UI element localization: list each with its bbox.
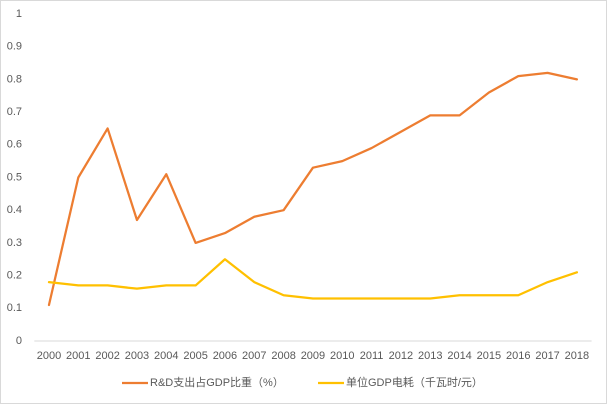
x-tick-label: 2015: [477, 350, 501, 362]
x-tick-label: 2009: [301, 350, 325, 362]
x-tick-label: 2011: [360, 350, 384, 362]
y-tick-label: 0: [16, 335, 22, 347]
y-tick-label: 0.7: [7, 106, 22, 118]
x-tick-label: 2008: [271, 350, 295, 362]
x-tick-label: 2001: [66, 350, 90, 362]
y-tick-label: 0.5: [7, 171, 22, 183]
x-tick-label: 2013: [418, 350, 442, 362]
x-tick-label: 2000: [37, 350, 61, 362]
y-tick-label: 0.3: [7, 237, 22, 249]
y-tick-label: 0.6: [7, 139, 22, 151]
x-tick-label: 2005: [183, 350, 207, 362]
y-tick-label: 0.1: [7, 302, 22, 314]
y-tick-label: 0.8: [7, 73, 22, 85]
legend-label: 单位GDP电耗（千瓦时/元）: [346, 375, 483, 389]
y-tick-label: 0.2: [7, 270, 22, 282]
y-tick-label: 0.9: [7, 41, 22, 53]
x-tick-label: 2003: [125, 350, 149, 362]
x-tick-label: 2014: [447, 350, 471, 362]
x-tick-label: 2012: [389, 350, 413, 362]
series-line: [47, 258, 579, 300]
x-tick-label: 2018: [565, 350, 589, 362]
x-tick-label: 2002: [95, 350, 119, 362]
legend-label: R&D支出占GDP比重（%）: [150, 375, 284, 389]
x-tick-label: 2006: [213, 350, 237, 362]
y-tick-label: 1: [16, 8, 22, 20]
x-tick-label: 2004: [154, 350, 178, 362]
x-tick-label: 2010: [330, 350, 354, 362]
x-tick-label: 2007: [242, 350, 266, 362]
x-tick-label: 2016: [506, 350, 530, 362]
y-tick-label: 0.4: [7, 204, 22, 216]
series-line: [47, 71, 579, 307]
x-tick-label: 2017: [535, 350, 559, 362]
